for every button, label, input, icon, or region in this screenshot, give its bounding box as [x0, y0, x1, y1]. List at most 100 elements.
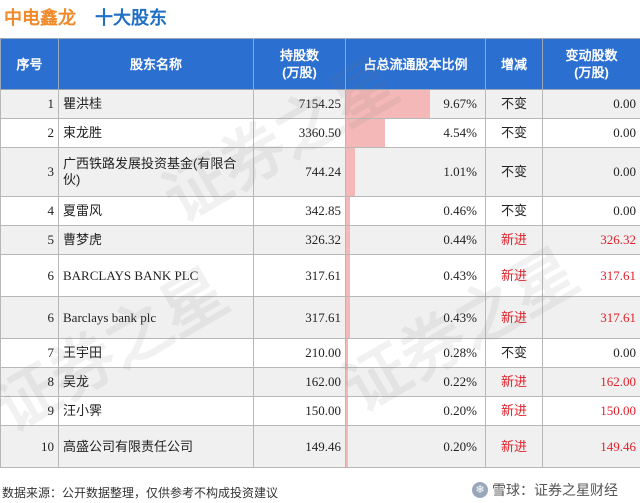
table-row: 3 广西铁路发展投资基金(有限合伙) 744.24 1.01% 不变 0.00 [0, 147, 640, 197]
float-ratio: 0.20% [443, 438, 477, 454]
holder-name: 广西铁路发展投资基金(有限合伙) [58, 147, 254, 197]
change-status: 不变 [485, 196, 543, 226]
change-status: 不变 [485, 147, 543, 197]
ratio-bar [346, 119, 386, 147]
float-ratio-cell: 0.20% [345, 396, 486, 426]
share-change: 0.00 [542, 196, 640, 226]
row-index: 3 [0, 147, 59, 197]
change-status: 新进 [485, 225, 543, 255]
float-ratio-cell: 0.43% [345, 296, 486, 339]
table-row: 1 瞿洪桂 7154.25 9.67% 不变 0.00 [0, 89, 640, 119]
float-ratio-cell: 0.43% [345, 254, 486, 297]
snowball-icon: ❄ [472, 482, 488, 498]
share-change: 326.32 [542, 225, 640, 255]
ratio-bar [346, 297, 350, 338]
table-row: 4 夏雷风 342.85 0.46% 不变 0.00 [0, 196, 640, 226]
row-index: 2 [0, 118, 59, 148]
float-ratio: 0.28% [443, 345, 477, 360]
share-change: 0.00 [542, 338, 640, 368]
col-header-shares: 持股数 (万股) [253, 38, 346, 90]
change-status: 新进 [485, 425, 543, 468]
ratio-bar [346, 197, 350, 225]
shares-held: 162.00 [253, 367, 346, 397]
float-ratio-cell: 0.22% [345, 367, 486, 397]
shares-held: 342.85 [253, 196, 346, 226]
float-ratio: 0.22% [443, 374, 477, 389]
holder-name: 吴龙 [58, 367, 254, 397]
shares-held: 7154.25 [253, 89, 346, 119]
brand-label: 雪球：证券之星财经 [492, 482, 618, 498]
stock-name: 中电鑫龙 [4, 8, 76, 28]
col-header-ratio: 占总流通股本比例 [345, 38, 486, 90]
float-ratio: 0.43% [443, 267, 477, 283]
float-ratio: 0.43% [443, 309, 477, 325]
share-change: 162.00 [542, 367, 640, 397]
ratio-bar [346, 148, 355, 196]
float-ratio-cell: 0.28% [345, 338, 486, 368]
shares-held: 744.24 [253, 147, 346, 197]
float-ratio-cell: 1.01% [345, 147, 486, 197]
share-change: 317.61 [542, 296, 640, 339]
row-index: 4 [0, 196, 59, 226]
shares-held: 149.46 [253, 425, 346, 468]
holder-name: 束龙胜 [58, 118, 254, 148]
float-ratio-cell: 0.44% [345, 225, 486, 255]
row-index: 8 [0, 367, 59, 397]
holder-name: 高盛公司有限责任公司 [58, 425, 254, 468]
title-bar: 中电鑫龙 十大股东 [0, 0, 640, 30]
ratio-bar [346, 426, 348, 467]
col-header-name: 股东名称 [58, 38, 254, 90]
table-body: 1 瞿洪桂 7154.25 9.67% 不变 0.00 2 束龙胜 3360.50 4.54% 不变… [0, 89, 640, 468]
table-row: 9 汪小霁 150.00 0.20% 新进 150.00 [0, 396, 640, 426]
table-row: 6 BARCLAYS BANK PLC 317.61 0.43% 新进 317.61 [0, 254, 640, 297]
shares-held: 326.32 [253, 225, 346, 255]
row-index: 7 [0, 338, 59, 368]
brand-footer: ❄ 雪球：证券之星财经 [472, 480, 618, 500]
change-status: 新进 [485, 296, 543, 339]
page-title: 十大股东 [95, 8, 167, 28]
table-row: 10 高盛公司有限责任公司 149.46 0.20% 新进 149.46 [0, 425, 640, 468]
share-change: 0.00 [542, 118, 640, 148]
table-header-row: 序号 股东名称 持股数 (万股) 占总流通股本比例 增减 变动股数 (万股) [0, 38, 640, 90]
row-index: 6 [0, 296, 59, 339]
row-index: 10 [0, 425, 59, 468]
table-row: 2 束龙胜 3360.50 4.54% 不变 0.00 [0, 118, 640, 148]
float-ratio: 0.46% [443, 203, 477, 218]
table-row: 6 Barclays bank plc 317.61 0.43% 新进 317.61 [0, 296, 640, 339]
ratio-bar [346, 339, 349, 367]
share-change: 0.00 [542, 89, 640, 119]
holder-name: BARCLAYS BANK PLC [58, 254, 254, 297]
float-ratio-cell: 9.67% [345, 89, 486, 119]
ratio-bar [346, 368, 348, 396]
table-row: 7 王宇田 210.00 0.28% 不变 0.00 [0, 338, 640, 368]
change-status: 不变 [485, 89, 543, 119]
col-header-index: 序号 [0, 38, 59, 90]
ratio-bar [346, 397, 348, 425]
float-ratio-cell: 0.46% [345, 196, 486, 226]
float-ratio: 4.54% [443, 125, 477, 140]
float-ratio: 0.20% [443, 403, 477, 418]
change-status: 新进 [485, 367, 543, 397]
row-index: 5 [0, 225, 59, 255]
float-ratio: 9.67% [443, 96, 477, 111]
float-ratio: 1.01% [443, 164, 477, 179]
row-index: 1 [0, 89, 59, 119]
change-status: 新进 [485, 254, 543, 297]
shareholders-table: 序号 股东名称 持股数 (万股) 占总流通股本比例 增减 变动股数 (万股) 1… [0, 38, 640, 468]
holder-name: 瞿洪桂 [58, 89, 254, 119]
shares-held: 317.61 [253, 254, 346, 297]
col-header-delta: 变动股数 (万股) [542, 38, 640, 90]
row-index: 9 [0, 396, 59, 426]
share-change: 149.46 [542, 425, 640, 468]
change-status: 不变 [485, 118, 543, 148]
ratio-bar [346, 90, 430, 118]
change-status: 不变 [485, 338, 543, 368]
holder-name: 王宇田 [58, 338, 254, 368]
data-source-note: 数据来源：公开数据整理，仅供参考不构成投资建议 [2, 486, 279, 500]
ratio-bar [346, 226, 350, 254]
holder-name: Barclays bank plc [58, 296, 254, 339]
holder-name: 汪小霁 [58, 396, 254, 426]
shares-held: 3360.50 [253, 118, 346, 148]
holder-name: 夏雷风 [58, 196, 254, 226]
float-ratio: 0.44% [443, 232, 477, 247]
